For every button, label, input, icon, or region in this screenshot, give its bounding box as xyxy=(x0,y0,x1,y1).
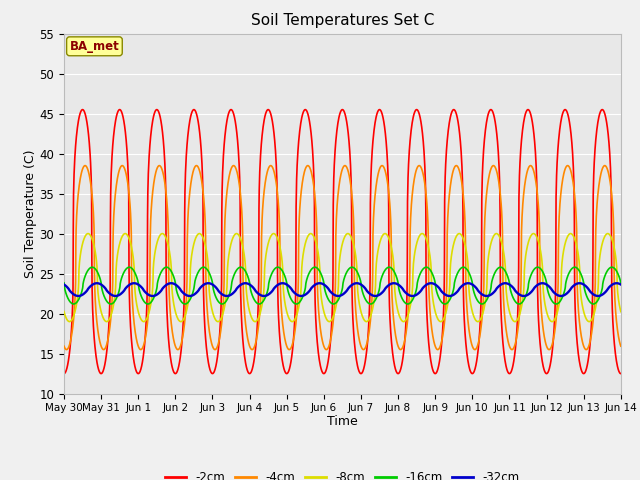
Title: Soil Temperatures Set C: Soil Temperatures Set C xyxy=(251,13,434,28)
-32cm xyxy=(358,283,366,288)
-16cm xyxy=(216,300,223,305)
-16cm xyxy=(237,264,244,270)
Line: -32cm: -32cm xyxy=(64,283,621,296)
Y-axis label: Soil Temperature (C): Soil Temperature (C) xyxy=(24,149,36,278)
Line: -2cm: -2cm xyxy=(64,109,621,373)
-4cm xyxy=(617,343,625,349)
-8cm xyxy=(505,305,513,311)
-4cm xyxy=(358,346,366,352)
-32cm xyxy=(445,293,453,299)
-4cm xyxy=(508,347,516,352)
-16cm xyxy=(505,276,513,282)
-8cm xyxy=(584,318,591,324)
-16cm xyxy=(584,295,591,301)
-16cm xyxy=(371,298,379,303)
-32cm xyxy=(584,285,591,291)
-4cm xyxy=(584,346,591,351)
-8cm xyxy=(617,309,625,314)
-32cm xyxy=(617,282,625,288)
-2cm xyxy=(358,370,366,375)
-4cm xyxy=(371,199,378,204)
-32cm xyxy=(505,281,513,287)
-16cm xyxy=(617,280,625,286)
-4cm xyxy=(568,173,576,179)
-32cm xyxy=(427,280,435,286)
-8cm xyxy=(216,318,223,324)
-4cm xyxy=(216,337,223,343)
-2cm xyxy=(216,337,223,343)
-32cm xyxy=(371,293,378,299)
Line: -4cm: -4cm xyxy=(64,166,621,349)
-32cm xyxy=(216,289,223,295)
-2cm xyxy=(504,370,512,375)
-8cm xyxy=(371,290,379,296)
-2cm xyxy=(371,124,378,130)
-16cm xyxy=(359,290,367,296)
-8cm xyxy=(214,319,222,324)
Line: -8cm: -8cm xyxy=(64,234,621,322)
-32cm xyxy=(60,282,68,288)
-16cm xyxy=(568,265,576,271)
Legend: -2cm, -4cm, -8cm, -16cm, -32cm: -2cm, -4cm, -8cm, -16cm, -32cm xyxy=(160,466,525,480)
-2cm xyxy=(60,371,68,376)
Line: -16cm: -16cm xyxy=(64,267,621,304)
-4cm xyxy=(504,338,512,344)
-2cm xyxy=(598,107,606,112)
X-axis label: Time: Time xyxy=(327,415,358,428)
-16cm xyxy=(255,301,263,307)
-2cm xyxy=(583,363,591,369)
-4cm xyxy=(527,163,534,168)
Text: BA_met: BA_met xyxy=(70,40,119,53)
-16cm xyxy=(60,280,68,286)
-2cm xyxy=(568,136,575,142)
-8cm xyxy=(233,231,241,237)
-8cm xyxy=(568,231,576,237)
-8cm xyxy=(60,309,68,314)
-32cm xyxy=(568,284,576,290)
-2cm xyxy=(617,371,625,376)
-4cm xyxy=(60,343,68,349)
-8cm xyxy=(359,315,367,321)
